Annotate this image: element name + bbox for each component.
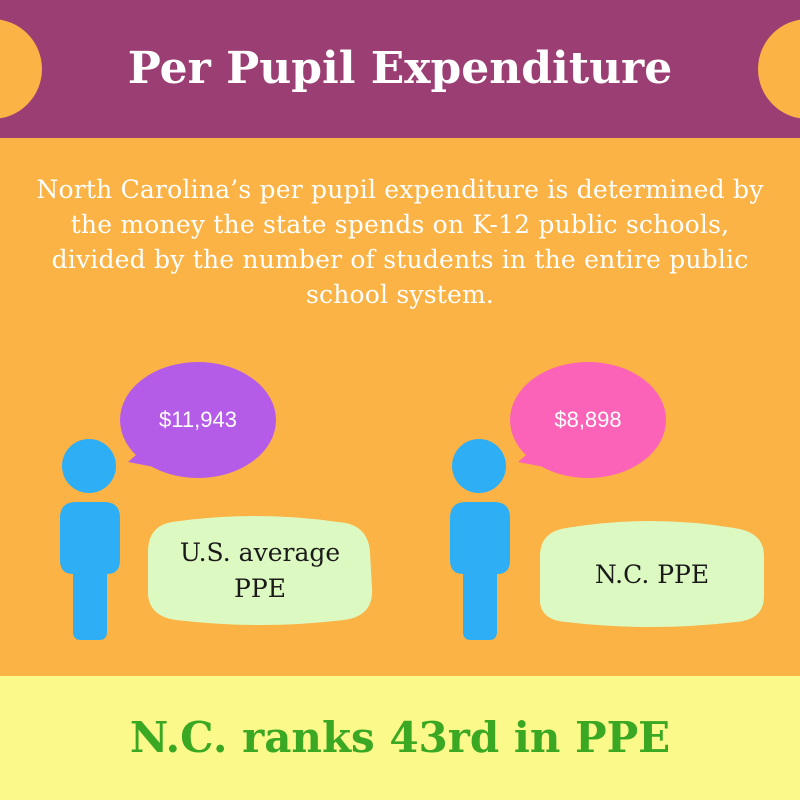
us-ppe-amount: $11,943 [159,407,237,432]
us-ppe-label-line1: U.S. average [179,538,341,567]
ranking-statement: N.C. ranks 43rd in PPE [129,713,671,762]
header-banner: Per Pupil Expenditure [0,0,800,138]
us-ppe-label-line2: PPE [234,574,286,603]
page-title: Per Pupil Expenditure [127,43,673,94]
nc-ppe-amount: $8,898 [554,407,622,432]
nc-ppe-label: N.C. PPE [594,560,710,589]
us-person-icon [60,439,120,640]
us-ppe-label: U.S. average PPE [150,522,370,620]
footer-banner: N.C. ranks 43rd in PPE [0,676,800,800]
nc-person-icon [450,439,510,640]
description-text: North Carolina’s per pupil expenditure i… [36,175,764,309]
